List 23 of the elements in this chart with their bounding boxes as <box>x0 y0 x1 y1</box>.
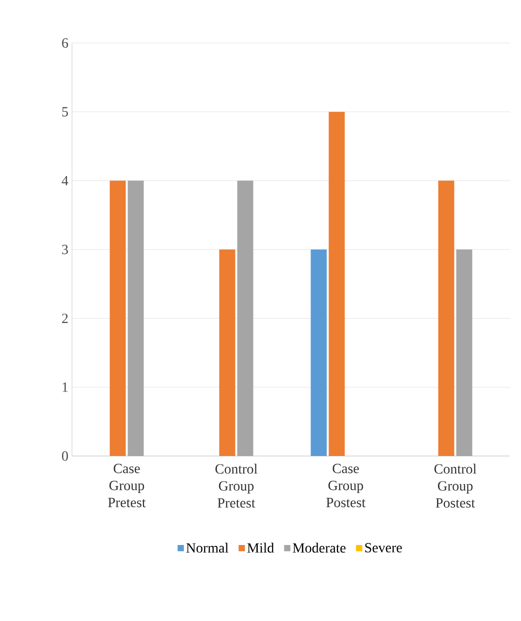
bar <box>310 250 327 456</box>
y-tick-label: 2 <box>62 314 68 323</box>
y-tick-label: 6 <box>62 38 68 48</box>
x-tick-label: Case Group Pretest <box>108 464 146 508</box>
x-tick-label: Case Group Postest <box>326 464 366 508</box>
y-tick-label: 0 <box>62 451 68 461</box>
bar <box>456 250 472 456</box>
bar <box>438 180 454 456</box>
bar <box>128 180 144 456</box>
y-tick-label: 4 <box>62 176 68 186</box>
bar <box>328 112 345 456</box>
x-tick-label: Control Group Postest <box>434 464 476 508</box>
legend-label: Severe <box>365 543 402 552</box>
legend-label: Normal <box>186 542 228 553</box>
legend-label: Moderate <box>292 542 346 553</box>
x-tick-label: Control Group Pretest <box>215 464 258 508</box>
bar <box>237 180 254 456</box>
bar <box>110 180 126 456</box>
y-tick-label: 1 <box>62 382 68 392</box>
y-tick-label: 3 <box>62 244 68 254</box>
legend-label: Mild <box>247 542 274 553</box>
y-tick-label: 5 <box>62 107 68 116</box>
bar <box>219 250 236 456</box>
